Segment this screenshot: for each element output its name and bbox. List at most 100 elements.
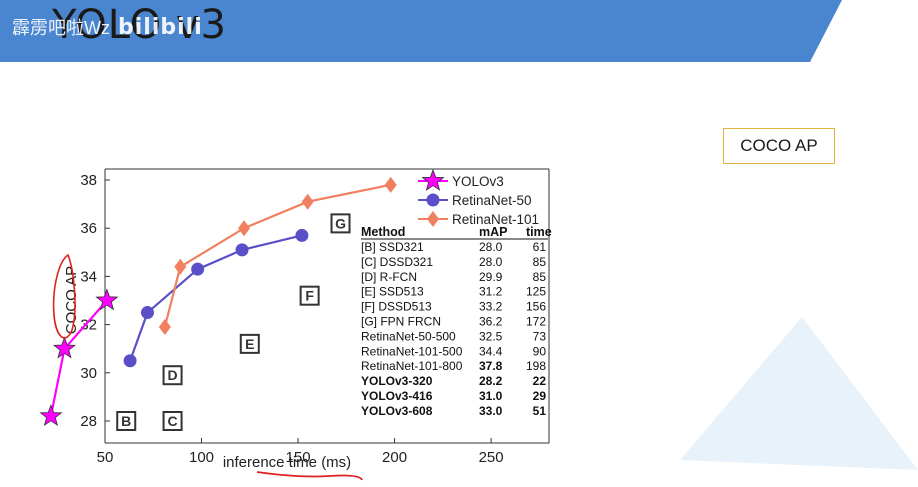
x-axis-title: inference time (ms) — [223, 454, 351, 471]
table-cell-map: 29.9 — [479, 270, 503, 284]
table-cell-time: 73 — [533, 329, 547, 343]
table-cell-map: 37.8 — [479, 359, 503, 373]
table-cell-method: YOLOv3-320 — [361, 374, 433, 388]
method-marker-label: B — [121, 413, 131, 429]
table-cell-map: 33.2 — [479, 300, 503, 314]
triangle-shape — [680, 317, 918, 470]
x-tick-label: 100 — [189, 449, 214, 466]
retinanet-50-point — [123, 354, 137, 368]
legend-retinanet-101-marker — [427, 211, 439, 227]
table-cell-time: 198 — [526, 359, 546, 373]
method-marker-label: F — [305, 288, 314, 304]
chart-axes: 28 30 32 34 36 38 50 100 150 200 250 inference time… — [63, 168, 550, 471]
table-cell-time: 22 — [533, 374, 547, 388]
handwritten-annotations — [52, 253, 363, 481]
table-header-method: Method — [361, 225, 405, 239]
x-tick-label: 200 — [382, 449, 407, 466]
retinanet-50-point — [295, 228, 309, 242]
legend-yolov3-marker — [421, 168, 445, 191]
method-marker-box — [162, 411, 183, 431]
table-cell-time: 61 — [533, 240, 547, 254]
table-cell-method: [G] FPN FRCN — [361, 315, 441, 329]
table-cell-time: 29 — [533, 389, 547, 403]
y-tick-label: 38 — [80, 172, 97, 189]
table-cell-map: 32.5 — [479, 329, 503, 343]
method-marker-box — [162, 365, 183, 386]
table-cell-method: RetinaNet-101-500 — [361, 344, 463, 358]
red-ellipse — [52, 253, 76, 339]
table-cell-method: [F] DSSD513 — [361, 300, 432, 314]
y-tick-label: 36 — [80, 220, 97, 237]
method-marker-box — [299, 285, 320, 306]
y-tick-label: 28 — [80, 413, 97, 430]
y-tick-label: 30 — [80, 365, 97, 382]
method-marker-box — [239, 333, 260, 354]
table-cell-time: 172 — [526, 315, 546, 329]
yolov3-point — [52, 336, 77, 359]
table-cell-map: 28.0 — [479, 255, 503, 269]
retinanet-101-point — [384, 176, 397, 193]
retinanet-101-point — [301, 193, 314, 210]
table-cell-method: YOLOv3-416 — [361, 389, 433, 403]
table-cell-time: 85 — [533, 255, 547, 269]
table-cell-map: 28.0 — [479, 240, 503, 254]
method-table: Method mAP time [B] SSD321 28.0 61 [C] DSSD321… — [361, 225, 552, 418]
chart-labeled-points: B C D E F G — [116, 213, 351, 431]
table-cell-map: 33.0 — [479, 404, 503, 418]
watermark-user: 霹雳吧啦Wz — [12, 18, 110, 38]
y-tick-label: 32 — [80, 317, 97, 334]
table-cell-time: 156 — [526, 300, 546, 314]
table-cell-method: RetinaNet-50-500 — [361, 329, 456, 343]
table-cell-method: [E] SSD513 — [361, 285, 424, 299]
x-tick-label: 50 — [97, 449, 114, 466]
table-cell-method: [C] DSSD321 — [361, 255, 433, 269]
table-cell-map: 36.2 — [479, 315, 503, 329]
retinanet-50-point — [235, 243, 249, 257]
method-marker-label: G — [335, 215, 346, 231]
y-tick-label: 34 — [80, 268, 97, 285]
coco-ap-label-box: COCO AP — [723, 128, 835, 164]
method-marker-box — [330, 213, 351, 234]
retinanet-50-point — [191, 262, 205, 276]
legend-yolov3-label: YOLOv3 — [452, 174, 504, 189]
method-marker-label: D — [168, 367, 178, 383]
table-cell-method: RetinaNet-101-800 — [361, 359, 463, 373]
yolov3-point — [95, 288, 119, 311]
watermark: 霹雳吧啦Wz bilibili — [12, 14, 203, 40]
table-header-map: mAP — [479, 225, 507, 239]
chart-legend: YOLOv3 RetinaNet-50 RetinaNet-101 — [418, 168, 539, 227]
legend-retinanet-101-label: RetinaNet-101 — [452, 212, 539, 227]
banner-shape — [0, 0, 842, 62]
title-banner — [0, 0, 842, 62]
retinanet-101-line — [163, 183, 391, 328]
method-marker-label: E — [245, 336, 254, 352]
table-cell-map: 28.2 — [479, 374, 503, 388]
legend-retinanet-50-marker — [426, 193, 440, 207]
retinanet-50-line — [129, 234, 303, 362]
y-axis-title: COCO AP — [63, 266, 80, 334]
table-cell-map: 34.4 — [479, 344, 503, 358]
retinanet-101-point — [174, 258, 187, 275]
bilibili-logo: bilibili — [118, 14, 203, 40]
table-cell-method: [D] R-FCN — [361, 270, 417, 284]
table-cell-method: YOLOv3-608 — [361, 404, 433, 418]
method-marker-box — [116, 411, 137, 431]
table-cell-map: 31.0 — [479, 389, 503, 403]
method-marker-label: C — [168, 413, 178, 429]
chart-series — [39, 176, 397, 427]
yolov3-point — [39, 404, 63, 427]
table-cell-time: 85 — [533, 270, 547, 284]
red-underline — [256, 471, 363, 481]
slide-title: YOLO v3 — [52, 2, 227, 48]
table-cell-time: 125 — [526, 285, 546, 299]
retinanet-50-point — [140, 306, 154, 320]
table-cell-map: 31.2 — [479, 285, 503, 299]
table-header-time: time — [526, 225, 552, 239]
x-tick-label: 150 — [286, 449, 311, 466]
legend-retinanet-50-label: RetinaNet-50 — [452, 193, 532, 208]
x-tick-label: 250 — [479, 449, 504, 466]
retinanet-101-point — [237, 220, 250, 237]
table-cell-time: 51 — [533, 404, 547, 418]
